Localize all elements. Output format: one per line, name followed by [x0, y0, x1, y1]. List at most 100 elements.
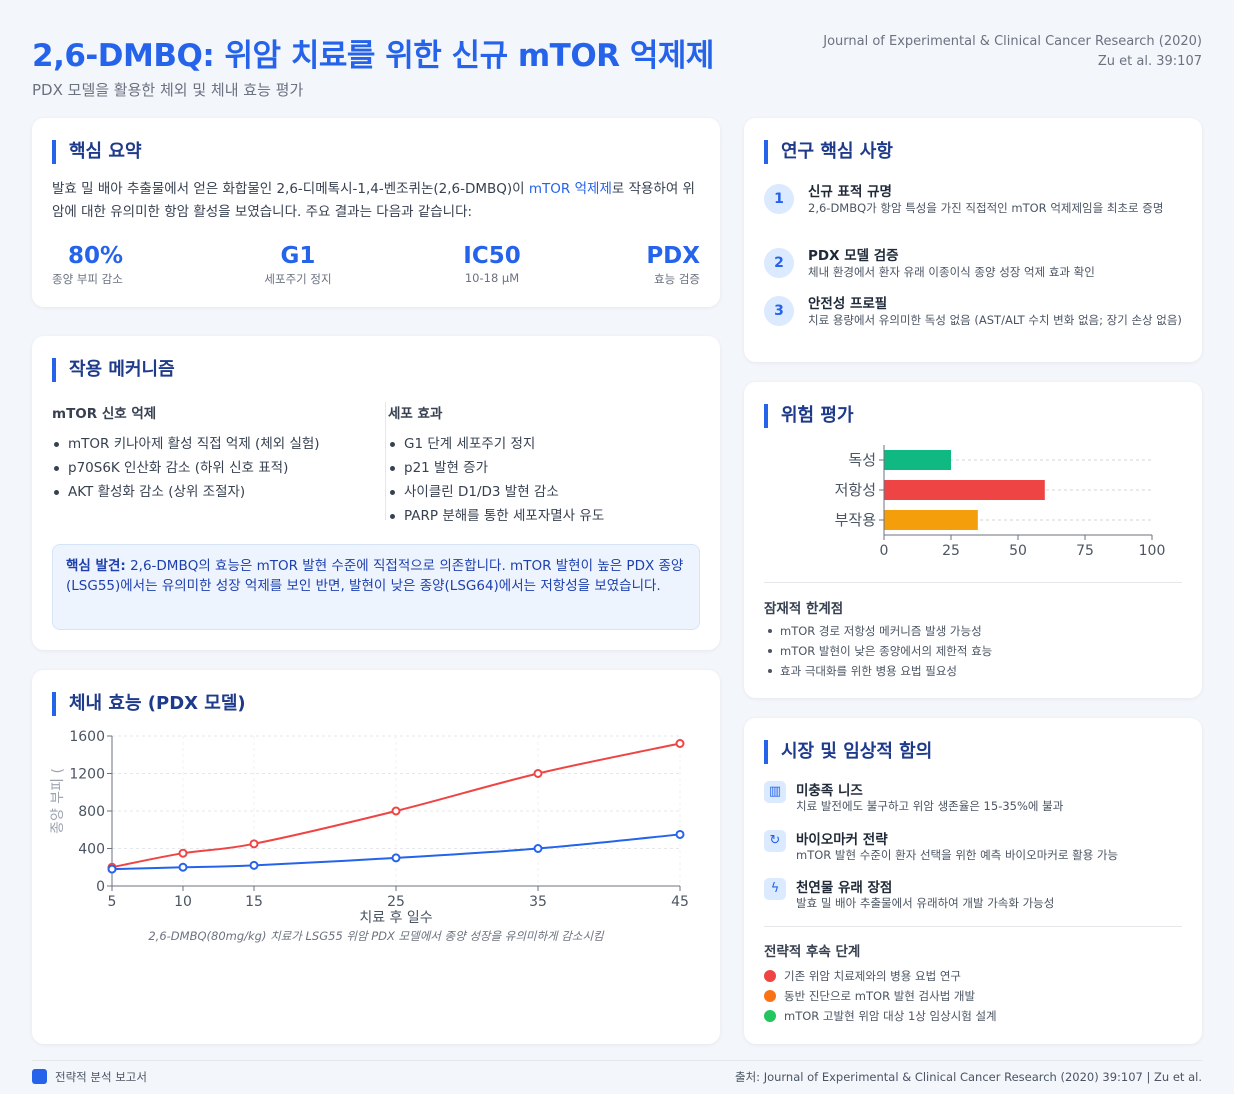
chart-icon: ▥ — [764, 781, 786, 803]
x-tick-label: 45 — [671, 894, 689, 910]
data-point — [391, 806, 401, 816]
y-tick-label: 독성 — [848, 451, 876, 469]
data-point — [178, 848, 188, 858]
implication-title: 바이오마커 전략 — [796, 832, 888, 848]
x-axis-title: 치료 후 일수 — [359, 910, 432, 926]
list-item: 사이클린 D1/D3 발현 감소 — [388, 480, 604, 504]
stat-label: 효능 검증 — [654, 272, 700, 286]
list-item: p21 발현 증가 — [388, 456, 604, 480]
step-number-badge: 3 — [764, 296, 794, 326]
y-tick-label: 1600 — [69, 729, 105, 745]
status-dot — [764, 1010, 776, 1022]
status-dot — [764, 990, 776, 1002]
mechanism-left-column: mTOR 신호 억제 mTOR 키나아제 활성 직접 억제 (체외 실험) p7… — [52, 402, 320, 504]
risk-bar — [884, 510, 978, 530]
journal-citation: Journal of Experimental & Clinical Cance… — [823, 32, 1202, 72]
page-header: 2,6-DMBQ: 위암 치료를 위한 신규 mTOR 억제제 PDX 모델을 … — [32, 30, 1202, 100]
list-item: p70S6K 인산화 감소 (하위 신호 표적) — [52, 456, 320, 480]
implication-desc: 치료 발전에도 불구하고 위암 생존율은 15-35%에 불과 — [796, 799, 1064, 813]
x-tick-label: 15 — [245, 894, 263, 910]
list-item: mTOR 발현이 낮은 종양에서의 제한적 효능 — [764, 641, 992, 661]
next-step-item: mTOR 고발현 위암 대상 1상 임상시험 설계 — [764, 1006, 997, 1026]
divider — [764, 582, 1182, 583]
stat-value: PDX — [646, 243, 700, 269]
highlights-card: 연구 핵심 사항 1 신규 표적 규명 2,6-DMBQ가 항암 특성을 가진 … — [744, 118, 1202, 362]
stat-value: 80% — [68, 243, 124, 269]
list-item: mTOR 경로 저항성 메커니즘 발생 가능성 — [764, 621, 992, 641]
data-point — [533, 844, 543, 853]
efficacy-title: 체내 효능 (PDX 모델) — [52, 692, 246, 716]
refresh-icon: ↻ — [764, 830, 786, 852]
highlight-title: 안전성 프로필 — [808, 296, 888, 312]
mechanism-right-heading: 세포 효과 — [388, 406, 443, 422]
implication-desc: mTOR 발현 수준이 환자 선택을 위한 예측 바이오마커로 활용 가능 — [796, 848, 1119, 862]
list-item: mTOR 키나아제 활성 직접 억제 (체외 실험) — [52, 432, 320, 456]
x-tick-label: 25 — [387, 894, 405, 910]
y-tick-label: 부작용 — [835, 511, 876, 529]
implications-card: 시장 및 임상적 함의 ▥ 미충족 니즈 치료 발전에도 불구하고 위암 생존율… — [744, 718, 1202, 1044]
y-axis-title: 종양 부피 ( — [50, 768, 66, 834]
stat-value: IC50 — [463, 243, 521, 269]
data-point — [533, 769, 543, 778]
y-tick-label: 800 — [78, 804, 105, 820]
x-tick-label: 50 — [1009, 543, 1027, 559]
mechanism-left-list: mTOR 키나아제 활성 직접 억제 (체외 실험) p70S6K 인산화 감소… — [52, 432, 320, 504]
summary-text-part-1: 발효 밀 배아 추출물에서 얻은 화합물인 2,6-디메톡시-1,4-벤조퀴논(… — [52, 181, 529, 197]
highlight-item: 3 안전성 프로필 치료 용량에서 유의미한 독성 없음 (AST/ALT 수치… — [764, 292, 1184, 348]
footer-report-label: 전략적 분석 보고서 — [32, 1069, 147, 1085]
mechanism-card: 작용 메커니즘 mTOR 신호 억제 mTOR 키나아제 활성 직접 억제 (체… — [32, 336, 720, 650]
next-step-item: 동반 진단으로 mTOR 발현 검사법 개발 — [764, 986, 975, 1006]
highlight-item: 2 PDX 모델 검증 체내 환경에서 환자 유래 이종이식 종양 성장 억제 … — [764, 244, 1184, 300]
stat-label: 10-18 μM — [464, 271, 520, 285]
key-finding-box: 핵심 발견: 2,6-DMBQ의 효능은 mTOR 발현 수준에 직접적으로 의… — [52, 544, 700, 630]
footer-source: 출처: Journal of Experimental & Clinical C… — [735, 1070, 1202, 1084]
chart-caption: 2,6-DMBQ(80mg/kg) 치료가 LSG55 위암 PDX 모델에서 … — [148, 929, 604, 943]
stat-tumor-reduction: 80% 종양 부피 감소 — [52, 243, 123, 287]
implication-desc: 발효 밀 배아 추출물에서 유래하여 개발 가속화 가능성 — [796, 896, 1055, 910]
implications-title: 시장 및 임상적 함의 — [764, 740, 932, 764]
highlight-desc: 2,6-DMBQ가 항암 특성을 가진 직접적인 mTOR 억제제임을 최초로 … — [808, 201, 1164, 215]
highlight-title: 신규 표적 규명 — [808, 184, 892, 200]
stat-ic50: IC50 10-18 μM — [432, 243, 552, 285]
y-tick-label: 1200 — [69, 767, 105, 783]
footer-left-text: 전략적 분석 보고서 — [55, 1070, 147, 1084]
stat-label: 세포주기 정지 — [264, 272, 332, 286]
mechanism-right-list: G1 단계 세포주기 정지 p21 발현 증가 사이클린 D1/D3 발현 감소… — [388, 432, 604, 528]
data-point — [178, 862, 188, 872]
key-finding-label: 핵심 발견: — [66, 558, 126, 574]
brand-square-icon — [32, 1069, 47, 1084]
implication-item: ϟ 천연물 유래 장점 발효 밀 배아 추출물에서 유래하여 개발 가속화 가능… — [764, 876, 1184, 920]
risk-card: 위험 평가 독성 저항성 부작용 0 25 50 75 100 잠재적 한계점 mTOR 경로… — [744, 382, 1202, 698]
next-steps-heading: 전략적 후속 단계 — [764, 944, 861, 960]
y-tick-label: 0 — [96, 879, 105, 895]
page-subtitle: PDX 모델을 활용한 체외 및 체내 효능 평가 — [32, 81, 304, 99]
highlight-title: PDX 모델 검증 — [808, 248, 899, 264]
y-tick-label: 저항성 — [835, 481, 876, 499]
step-text: 기존 위암 치료제와의 병용 요법 연구 — [784, 969, 961, 983]
mechanism-right-column: 세포 효과 G1 단계 세포주기 정지 p21 발현 증가 사이클린 D1/D3… — [388, 402, 604, 528]
list-item: 효과 극대화를 위한 병용 요법 필요성 — [764, 661, 992, 681]
step-number-badge: 1 — [764, 184, 794, 214]
list-item: PARP 분해를 통한 세포자멸사 유도 — [388, 504, 604, 528]
column-divider — [385, 402, 386, 520]
x-tick-label: 100 — [1139, 543, 1166, 559]
summary-title: 핵심 요약 — [52, 140, 142, 164]
summary-text: 발효 밀 배아 추출물에서 얻은 화합물인 2,6-디메톡시-1,4-벤조퀴논(… — [52, 178, 700, 224]
data-point — [391, 853, 401, 863]
implication-item: ↻ 바이오마커 전략 mTOR 발현 수준이 환자 선택을 위한 예측 바이오마… — [764, 828, 1184, 872]
summary-text-highlight: mTOR 억제제 — [528, 181, 612, 197]
implication-title: 미충족 니즈 — [796, 783, 863, 799]
risk-title: 위험 평가 — [764, 404, 854, 428]
data-point — [249, 860, 259, 870]
highlight-desc: 체내 환경에서 환자 유래 이종이식 종양 성장 억제 효과 확인 — [808, 265, 1095, 279]
status-dot — [764, 970, 776, 982]
list-item: G1 단계 세포주기 정지 — [388, 432, 604, 456]
data-point — [675, 739, 685, 748]
mechanism-title: 작용 메커니즘 — [52, 358, 175, 382]
next-step-item: 기존 위암 치료제와의 병용 요법 연구 — [764, 966, 961, 986]
summary-card: 핵심 요약 발효 밀 배아 추출물에서 얻은 화합물인 2,6-디메톡시-1,4… — [32, 118, 720, 307]
risk-bar — [884, 480, 1045, 500]
step-number-badge: 2 — [764, 248, 794, 278]
tumor-volume-line-chart: 0 400 800 1200 1600 5 10 15 25 35 45 치료 후 일수 종양 부피 ( — [50, 729, 689, 926]
stat-cell-cycle: G1 세포주기 정지 — [238, 243, 358, 287]
